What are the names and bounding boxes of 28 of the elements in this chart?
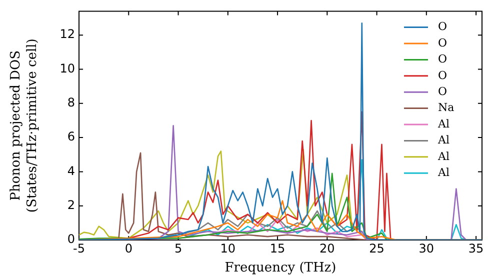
x-axis-title: Frequency (THz) [224, 260, 336, 276]
x-tick-label: 5 [174, 241, 182, 256]
y-axis-title: Phonon projected DOS (States/THz·primitive cell) [8, 38, 40, 213]
x-tick-label: 30 [418, 241, 434, 256]
x-tick-label: 10 [220, 241, 236, 256]
legend-label: O [438, 36, 448, 50]
legend-label: Al [437, 150, 450, 163]
x-tick-label: 15 [270, 241, 286, 256]
legend-label: Na [438, 101, 455, 114]
y-tick-label: 12 [60, 27, 75, 42]
x-tick-label: 0 [124, 241, 132, 256]
x-tick-label: -5 [73, 241, 85, 256]
y-tick-label: 4 [67, 164, 75, 178]
x-tick-label: 35 [468, 241, 484, 256]
y-tick-label: 10 [60, 61, 75, 76]
legend-label: Al [437, 134, 450, 147]
legend-label: O [438, 20, 448, 34]
x-tick-label: 20 [320, 241, 335, 256]
y-tick-label: 0 [67, 232, 75, 246]
legend-label: O [438, 52, 448, 66]
legend-label: O [438, 84, 448, 98]
legend-label: Al [437, 117, 450, 130]
y-tick-label: 2 [67, 198, 75, 212]
x-tick-label: 25 [369, 241, 384, 256]
legend-label: O [438, 68, 448, 82]
legend-label: Al [437, 166, 450, 179]
y-tick-label: 6 [67, 130, 75, 144]
y-tick-label: 8 [67, 96, 75, 110]
